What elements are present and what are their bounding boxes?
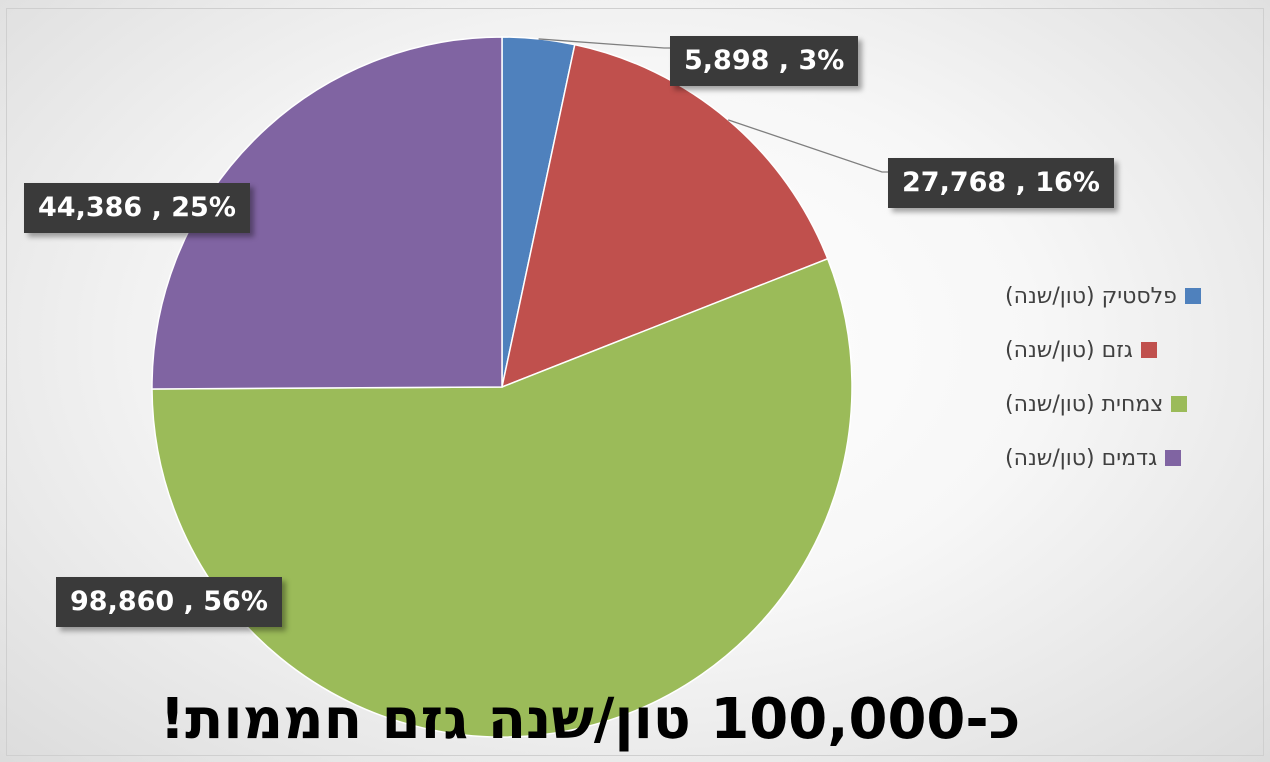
data-label-vegetal: 98,860 , 56% bbox=[56, 577, 282, 627]
legend-label-vegetal: צמחית (טון/שנה) bbox=[1005, 391, 1164, 417]
legend-swatch-vegetal bbox=[1171, 396, 1188, 412]
legend-swatch-stumps bbox=[1165, 450, 1182, 466]
pie-slice-vegetal bbox=[151, 257, 853, 738]
legend-item-plastic: פלסטיק (טון/שנה) bbox=[1005, 282, 1250, 310]
leader-line bbox=[538, 38, 670, 49]
data-label-stumps: 44,386 , 25% bbox=[24, 183, 250, 233]
legend-swatch-pruning bbox=[1140, 342, 1157, 358]
data-label-plastic: 5,898 , 3% bbox=[670, 36, 859, 86]
legend-label-plastic: פלסטיק (טון/שנה) bbox=[1005, 283, 1177, 309]
pie-slice-pruning bbox=[500, 43, 829, 389]
chart-frame bbox=[6, 8, 1264, 756]
pie-slice-stumps bbox=[151, 36, 503, 390]
leader-line bbox=[727, 119, 888, 173]
legend-label-stumps: גדמים (טון/שנה) bbox=[1005, 445, 1158, 471]
legend-label-pruning: גזם (טון/שנה) bbox=[1005, 337, 1133, 363]
legend-item-stumps: גדמים (טון/שנה) bbox=[1005, 444, 1250, 472]
legend-swatch-plastic bbox=[1184, 288, 1201, 304]
chart-title: כ-100,000 טון/שנה גזם חממות! bbox=[159, 687, 1021, 752]
legend-item-pruning: גזם (טון/שנה) bbox=[1005, 336, 1250, 364]
data-label-pruning: 27,768 , 16% bbox=[888, 158, 1114, 208]
chart-legend: פלסטיק (טון/שנה) גזם (טון/שנה) צמחית (טו… bbox=[1005, 282, 1250, 498]
legend-item-vegetal: צמחית (טון/שנה) bbox=[1005, 390, 1250, 418]
